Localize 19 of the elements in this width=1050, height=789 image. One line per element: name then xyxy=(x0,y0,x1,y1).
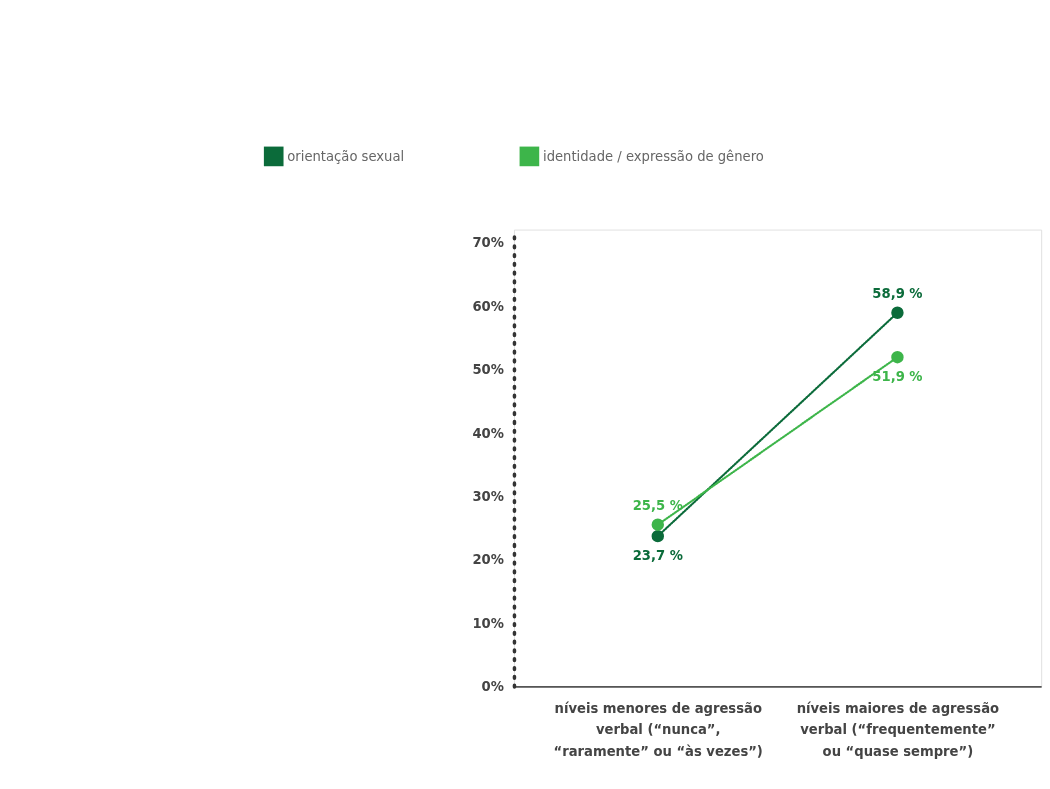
point xyxy=(891,350,904,364)
point xyxy=(891,306,904,319)
data-label: 58,9 % xyxy=(872,285,923,301)
y-tick-label: 40% xyxy=(472,425,504,441)
y-tick-label: 70% xyxy=(472,235,504,251)
y-tick-label: 20% xyxy=(472,552,504,568)
x-tick-label: níveis maiores de agressão verbal (“frequentemente” ou “quase sempre”) xyxy=(796,701,1000,759)
x-tick-label: níveis menores de agressão verbal (“nunca”, “raramente” ou “às vezes”) xyxy=(553,701,763,759)
legend-label: identidade / expressão de gênero xyxy=(543,148,764,164)
data-label: 51,9 % xyxy=(872,368,923,384)
y-tick-label: 0% xyxy=(481,679,504,695)
data-label: 23,7 % xyxy=(632,547,683,563)
y-tick-label: 10% xyxy=(472,615,504,631)
y-tick-label: 30% xyxy=(472,488,504,504)
y-tick-label: 50% xyxy=(472,362,504,378)
point xyxy=(651,529,665,543)
point xyxy=(651,518,665,531)
legend-label: orientação sexual xyxy=(287,148,405,164)
y-tick-label: 60% xyxy=(472,298,504,314)
